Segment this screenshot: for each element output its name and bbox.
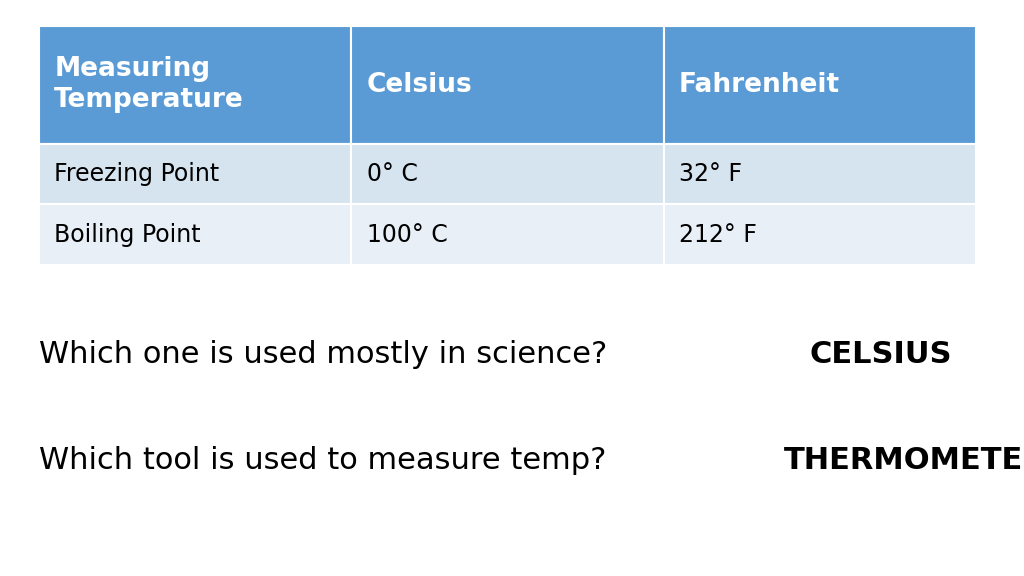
Text: Measuring
Temperature: Measuring Temperature	[54, 56, 244, 113]
Text: Which tool is used to measure temp?: Which tool is used to measure temp?	[39, 446, 616, 475]
Text: Freezing Point: Freezing Point	[54, 162, 219, 186]
Text: THERMOMETER: THERMOMETER	[783, 446, 1024, 475]
Bar	[351, 144, 664, 204]
Text: 100° C: 100° C	[367, 223, 447, 247]
Bar	[39, 144, 351, 204]
Text: Fahrenheit: Fahrenheit	[679, 72, 840, 98]
Bar	[664, 144, 976, 204]
Text: 32° F: 32° F	[679, 162, 742, 186]
Text: Which one is used mostly in science?: Which one is used mostly in science?	[39, 340, 636, 369]
Bar	[39, 26, 351, 144]
Bar	[351, 26, 664, 144]
Bar	[664, 204, 976, 265]
Text: CELSIUS: CELSIUS	[810, 340, 952, 369]
Text: Celsius: Celsius	[367, 72, 472, 98]
Bar	[351, 204, 664, 265]
Text: Boiling Point: Boiling Point	[54, 223, 201, 247]
Text: 212° F: 212° F	[679, 223, 757, 247]
Bar	[664, 26, 976, 144]
Bar	[39, 204, 351, 265]
Text: 0° C: 0° C	[367, 162, 418, 186]
